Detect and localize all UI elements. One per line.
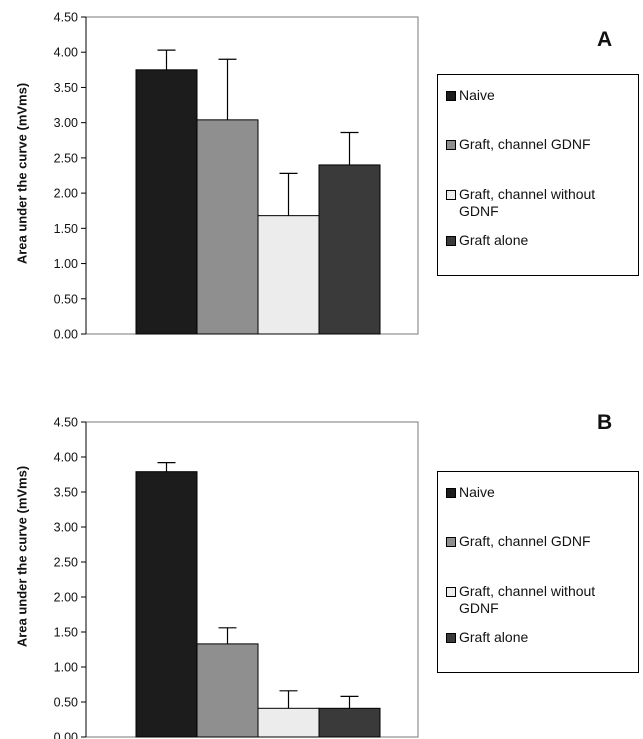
- chart-svg-b: 0.00 0.50 1.00 1.50 2.00 2.50 3.00 3.50 4.00 4.50: [54, 416, 419, 739]
- legend-item-naive: Naive: [446, 484, 643, 501]
- y-tick-label: 3.50: [54, 81, 78, 95]
- y-tick-label: 0.50: [54, 696, 78, 710]
- y-tick-label: 2.50: [54, 556, 78, 570]
- bar: [318, 707, 381, 738]
- legend-item-graft-channel-without-gdnf: Graft, channel without GDNF: [446, 186, 643, 220]
- legend-item-graft-alone: Graft alone: [446, 232, 643, 249]
- legend-swatch: [446, 236, 456, 246]
- legend-swatch: [446, 91, 456, 101]
- legend-swatch: [446, 537, 456, 547]
- bar: [196, 119, 259, 335]
- chart-panel-a: Area under the curve (mVms) 0.00 0.50 1.00…: [0, 0, 643, 350]
- bar: [135, 471, 198, 738]
- legend: Naive Graft, channel GDNF Graft, channel…: [437, 74, 639, 276]
- y-tick-label: 4.50: [54, 11, 78, 25]
- panel-letter: B: [597, 411, 613, 434]
- legend-label: Graft, channel without GDNF: [459, 186, 596, 219]
- y-tick-label: 2.00: [54, 187, 78, 201]
- legend-item-graft-channel-without-gdnf: Graft, channel without GDNF: [446, 583, 643, 617]
- bar: [196, 643, 259, 738]
- legend-swatch: [446, 633, 456, 643]
- legend-label: Graft, channel without GDNF: [459, 583, 596, 616]
- legend-item-graft-channel-gdnf: Graft, channel GDNF: [446, 533, 643, 550]
- legend-item-graft-alone: Graft alone: [446, 629, 643, 646]
- legend-label: Naive: [459, 87, 495, 103]
- legend-swatch: [446, 140, 456, 150]
- y-tick-label: 1.50: [54, 626, 78, 640]
- legend-label: Graft alone: [459, 629, 529, 645]
- y-tick-label: 2.50: [54, 151, 78, 165]
- legend-item-graft-channel-gdnf: Graft, channel GDNF: [446, 136, 643, 153]
- chart-panel-b: Area under the curve (mVms) 0.00 0.50 1.00…: [0, 383, 643, 739]
- y-tick-label: 2.00: [54, 591, 78, 605]
- bar: [135, 69, 198, 335]
- y-tick-label: 3.00: [54, 116, 78, 130]
- legend-item-naive: Naive: [446, 87, 643, 104]
- y-tick-label: 0.50: [54, 292, 78, 306]
- y-tick-label: 3.50: [54, 486, 78, 500]
- bar: [257, 707, 320, 738]
- y-tick-label: 4.00: [54, 451, 78, 465]
- legend-label: Graft, channel GDNF: [459, 533, 591, 549]
- legend-label: Graft alone: [459, 232, 529, 248]
- y-tick-label: 1.50: [54, 222, 78, 236]
- bar: [318, 164, 381, 335]
- y-tick-label: 4.50: [54, 416, 78, 430]
- y-tick-label: 4.00: [54, 46, 78, 60]
- panel-letter: A: [597, 28, 613, 51]
- y-tick-label: 0.00: [54, 731, 78, 739]
- chart-svg-a: 0.00 0.50 1.00 1.50 2.00 2.50 3.00 3.50 4.00 4.50: [54, 11, 419, 342]
- legend-swatch: [446, 587, 456, 597]
- legend-label: Graft, channel GDNF: [459, 136, 591, 152]
- legend-label: Naive: [459, 484, 495, 500]
- y-tick-label: 1.00: [54, 257, 78, 271]
- legend: Naive Graft, channel GDNF Graft, channel…: [437, 471, 639, 673]
- y-tick-label: 1.00: [54, 661, 78, 675]
- y-tick-label: 3.00: [54, 521, 78, 535]
- y-tick-label: 0.00: [54, 328, 78, 342]
- bar: [257, 215, 320, 335]
- legend-swatch: [446, 488, 456, 498]
- legend-swatch: [446, 190, 456, 200]
